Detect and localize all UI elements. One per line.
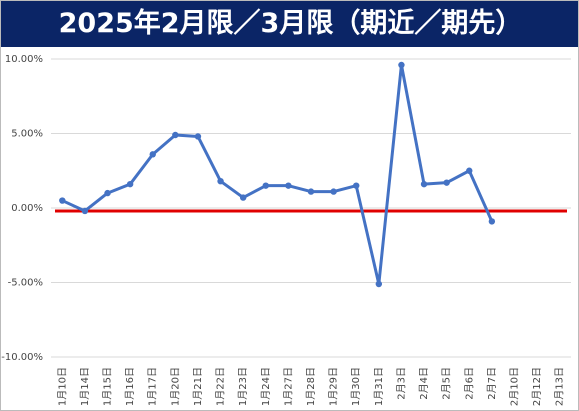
x-tick-label: 1月16日 — [124, 367, 136, 406]
point — [488, 218, 496, 225]
x-tick-label: 1月14日 — [79, 367, 91, 406]
x-tick-label: 2月6日 — [463, 367, 475, 400]
x-tick-label: 1月10日 — [56, 367, 68, 406]
series-line — [61, 63, 494, 286]
chart-title: 2025年2月限／3月限（期近／期先） — [58, 8, 523, 39]
y-tick-label: -5.00% — [8, 278, 43, 289]
point — [217, 177, 224, 185]
x-tick-label: 1月30日 — [350, 367, 362, 406]
point — [375, 280, 383, 288]
point — [353, 182, 360, 189]
x-tick-label: 2月5日 — [441, 367, 453, 400]
point — [172, 131, 179, 139]
x-tick-label: 1月22日 — [215, 367, 227, 406]
point — [466, 167, 473, 174]
point — [262, 182, 269, 189]
x-tick-label: 2月3日 — [395, 367, 407, 400]
x-tick-label: 1月31日 — [373, 367, 385, 406]
x-tick-label: 2月13日 — [554, 367, 566, 406]
point — [81, 207, 89, 215]
x-tick-label: 2月4日 — [418, 367, 430, 400]
y-tick-label: 5.00% — [11, 129, 43, 140]
x-tick-label: 1月21日 — [192, 367, 204, 406]
point — [330, 188, 337, 195]
x-tick-label: 1月15日 — [102, 367, 114, 406]
y-tick-label: 10.00% — [5, 54, 43, 65]
point — [149, 151, 156, 158]
x-tick-label: 1月17日 — [147, 367, 159, 406]
x-tick-label: 1月27日 — [282, 367, 294, 406]
x-tick-label: 1月28日 — [305, 367, 317, 406]
point — [104, 189, 111, 197]
x-tick-label: 2月10日 — [508, 367, 520, 406]
title-bar: 2025年2月限／3月限（期近／期先） — [1, 1, 578, 47]
y-tick-label: 0.00% — [11, 203, 43, 214]
x-tick-label: 1月24日 — [260, 367, 272, 406]
x-tick-label: 2月7日 — [486, 367, 498, 400]
point — [59, 197, 66, 204]
point — [307, 188, 315, 195]
point — [126, 180, 134, 188]
point — [239, 194, 247, 201]
point — [285, 182, 292, 189]
y-tick-label: -10.00% — [1, 352, 43, 363]
point — [194, 133, 202, 140]
point — [443, 179, 450, 186]
x-tick-label: 1月20日 — [169, 367, 181, 406]
point — [420, 180, 428, 188]
x-tick-label: 1月29日 — [328, 367, 340, 406]
x-tick-label: 1月23日 — [237, 367, 249, 406]
point — [398, 61, 405, 69]
x-tick-label: 2月12日 — [531, 367, 543, 406]
